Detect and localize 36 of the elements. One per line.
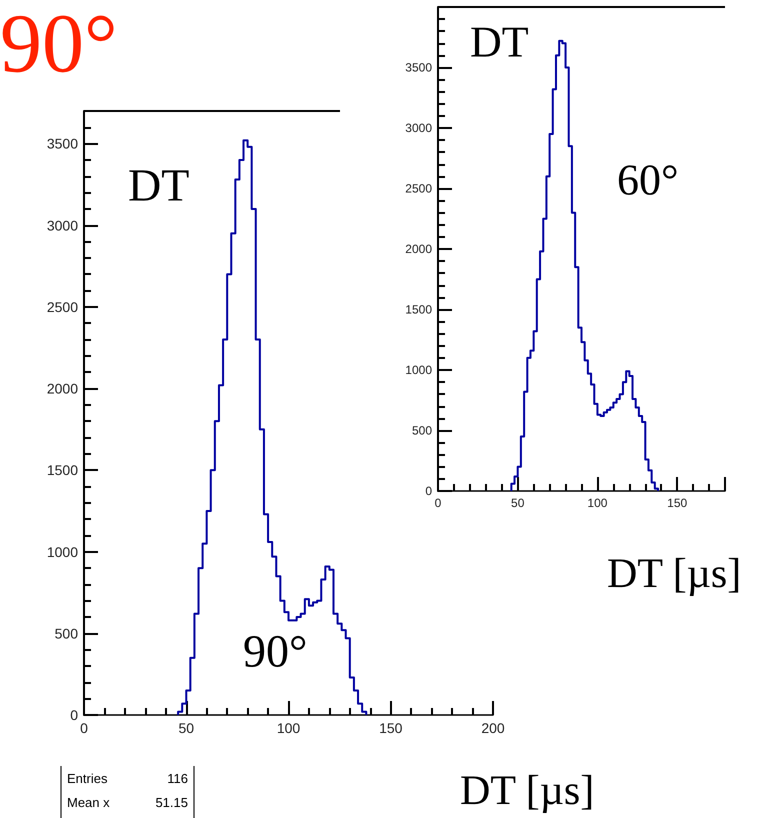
y-tick-label: 1000 bbox=[405, 363, 432, 377]
annotation: 60° bbox=[617, 156, 679, 204]
x-tick-label: 50 bbox=[178, 720, 194, 736]
y-tick-label: 0 bbox=[425, 484, 432, 498]
chart-title: 90° bbox=[0, 0, 118, 90]
y-tick-label: 1500 bbox=[405, 302, 432, 316]
y-tick-label: 3000 bbox=[405, 121, 432, 135]
text: 51.15 bbox=[155, 795, 188, 810]
y-tick-label: 2000 bbox=[46, 380, 78, 397]
x-tick-label: 200 bbox=[481, 720, 505, 736]
y-tick-label: 500 bbox=[54, 625, 78, 642]
x-axis-title: DT [µs] bbox=[460, 768, 594, 814]
y-tick-label: 1500 bbox=[46, 462, 78, 478]
x-tick-label: 150 bbox=[379, 720, 403, 736]
x-tick-label: 0 bbox=[80, 720, 88, 736]
x-tick-label: 150 bbox=[667, 496, 688, 510]
y-tick-label: 2000 bbox=[405, 242, 432, 256]
y-tick-label: 3500 bbox=[405, 60, 432, 74]
y-tick-label: 500 bbox=[412, 424, 432, 438]
text: Entries bbox=[67, 771, 108, 786]
x-tick-label: 100 bbox=[276, 720, 300, 736]
y-tick-label: 1000 bbox=[46, 544, 78, 560]
x-axis-title: DT [µs] bbox=[607, 551, 742, 597]
y-tick-label: 2500 bbox=[405, 182, 432, 196]
y-tick-label: 3000 bbox=[46, 217, 78, 234]
x-tick-label: 0 bbox=[434, 496, 442, 510]
text: Mean x bbox=[67, 795, 110, 810]
y-tick-label: 3500 bbox=[46, 136, 78, 152]
x-tick-label: 50 bbox=[511, 496, 525, 510]
annotation: DT bbox=[470, 18, 529, 66]
annotation: DT bbox=[128, 160, 190, 210]
text: 116 bbox=[167, 771, 188, 786]
x-tick-label: 100 bbox=[587, 496, 608, 510]
annotation: 90° bbox=[243, 626, 308, 676]
y-tick-label: 2500 bbox=[46, 298, 78, 315]
y-tick-label: 0 bbox=[70, 707, 78, 723]
